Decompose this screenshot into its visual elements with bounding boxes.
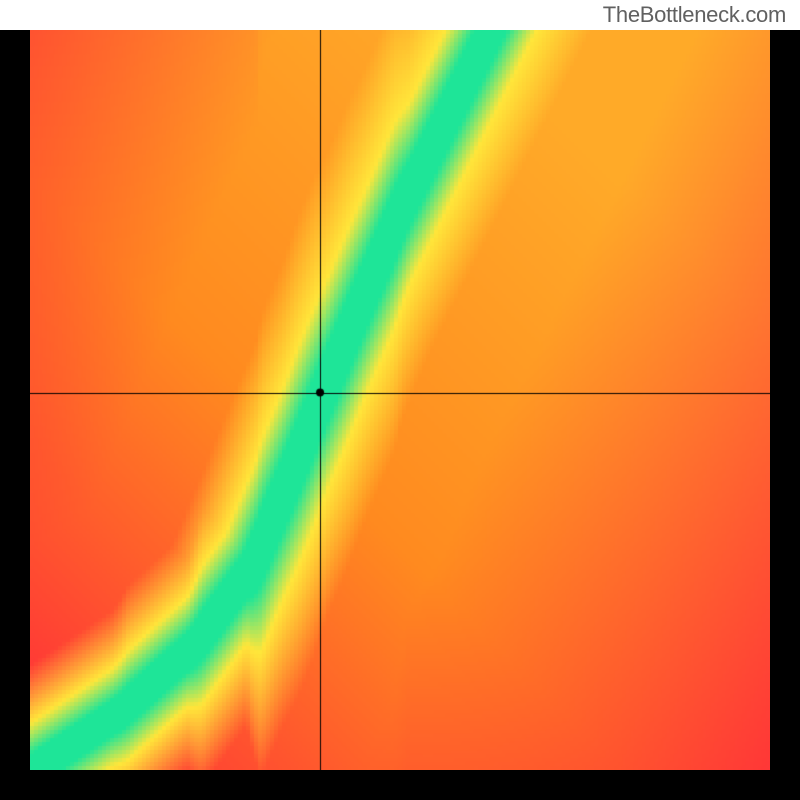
frame-left	[0, 30, 30, 800]
watermark-text: TheBottleneck.com	[603, 2, 786, 28]
frame-bottom	[0, 770, 800, 800]
frame-right	[770, 30, 800, 800]
crosshair-overlay	[30, 30, 770, 770]
